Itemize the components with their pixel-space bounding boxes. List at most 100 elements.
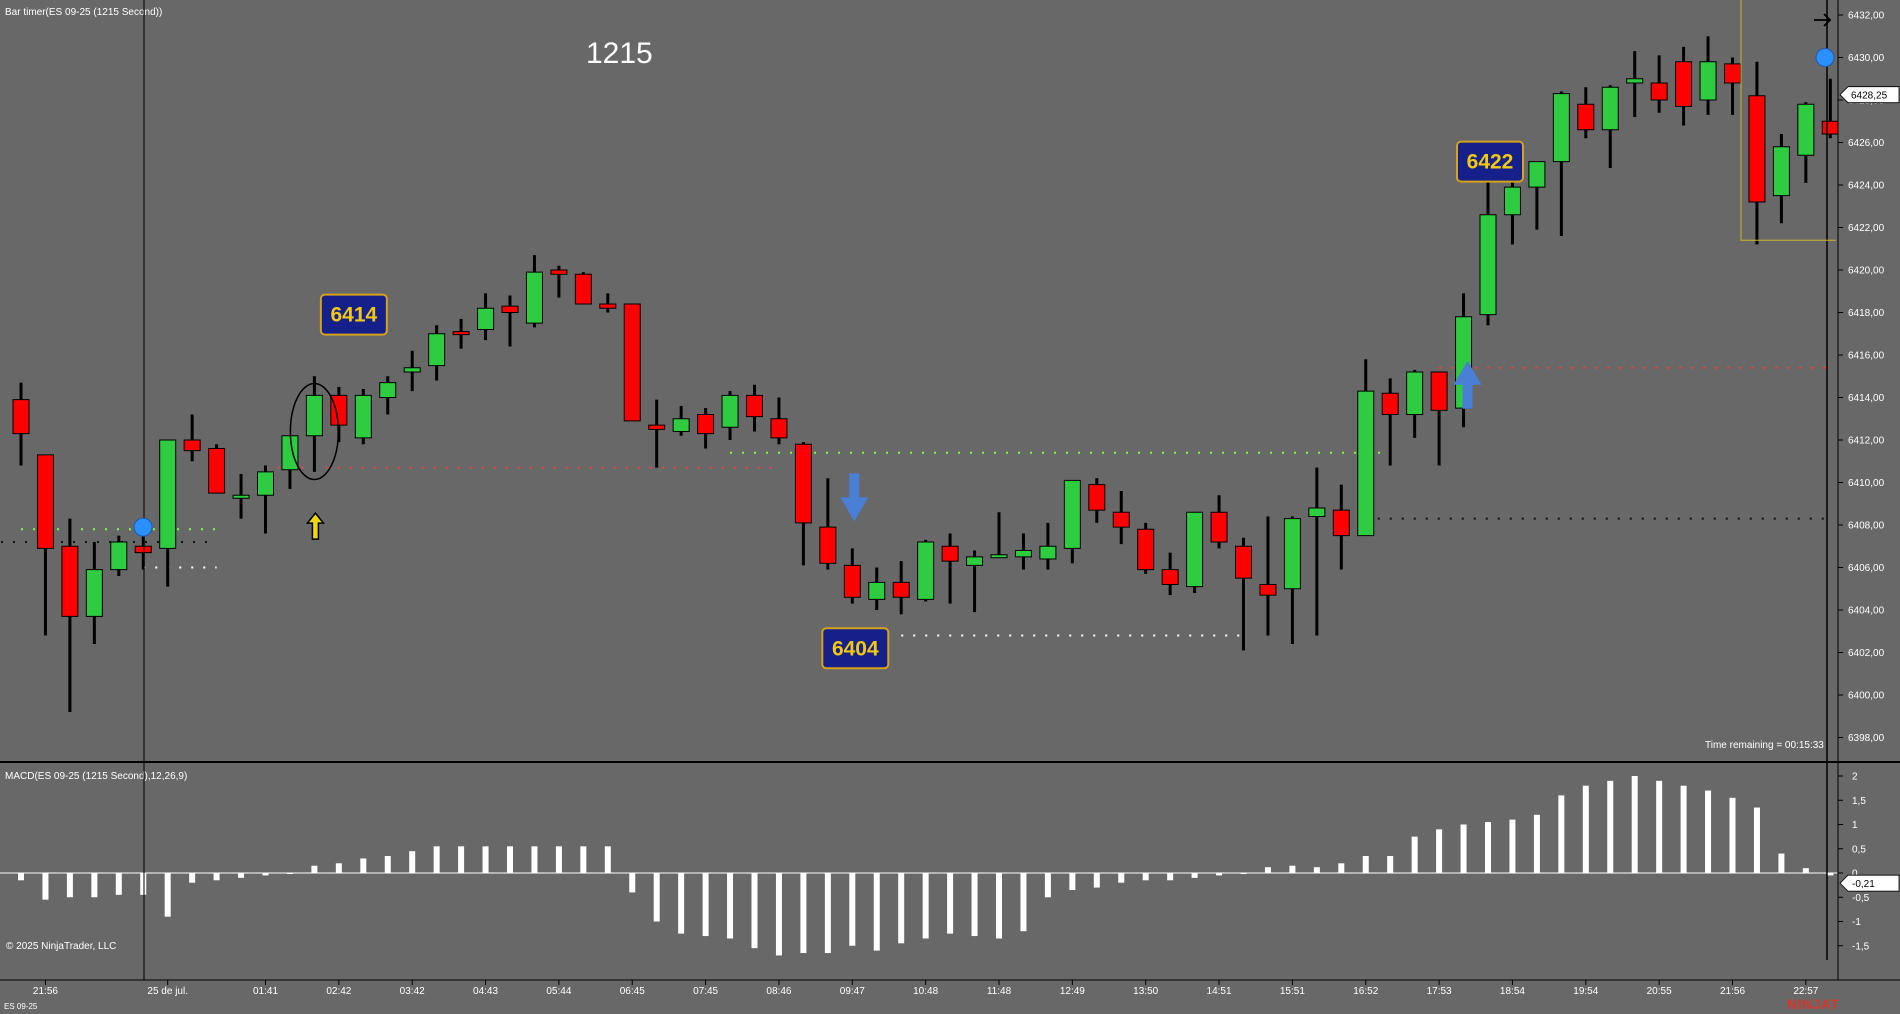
candle-up	[281, 435, 299, 471]
macd-bar	[409, 851, 416, 873]
annotations-layer: 6414 6404 6422	[133, 0, 1836, 670]
candle-down	[697, 414, 715, 435]
time-tick-label: 25 de jul.	[147, 986, 188, 997]
price-callout-box	[1456, 140, 1524, 183]
macd-bar	[311, 865, 318, 873]
macd-bar	[433, 846, 440, 873]
macd-bar	[1069, 873, 1076, 890]
macd-bar	[115, 873, 122, 895]
macd-bar	[1436, 829, 1443, 873]
range-box-outline	[1740, 0, 1836, 241]
blue-down-arrow-icon	[840, 473, 869, 522]
candle-up	[1063, 479, 1081, 549]
macd-bar	[384, 856, 391, 873]
candle-up	[672, 418, 690, 432]
macd-bar	[458, 846, 465, 873]
time-tick-label: 19:54	[1573, 986, 1598, 997]
time-tick-label: 22:57	[1793, 986, 1818, 997]
time-tick-label: 06:45	[620, 986, 645, 997]
macd-tick-label: 1	[1852, 820, 1858, 831]
macd-bar	[824, 873, 831, 954]
price-tick-label: 6420,00	[1848, 266, 1885, 277]
price-tick-label: 6408,00	[1848, 521, 1885, 532]
candle-down	[61, 545, 79, 617]
candle-down	[892, 581, 910, 598]
candle-down	[1430, 371, 1448, 411]
candle-down	[1161, 569, 1179, 585]
macd-bar	[1827, 873, 1834, 876]
macd-bar	[898, 873, 905, 944]
session-dot-icon	[1815, 48, 1835, 67]
macd-tick-label: 0,5	[1852, 844, 1866, 855]
price-tick-label: 6424,00	[1848, 181, 1885, 192]
time-tick-label: 18:54	[1500, 986, 1525, 997]
price-tick-label: 6414,00	[1848, 393, 1885, 404]
candle-down	[843, 564, 861, 598]
macd-bar	[629, 873, 636, 893]
candle-down	[574, 273, 592, 305]
macd-bar	[1093, 873, 1100, 888]
candle-up	[1479, 214, 1497, 316]
candle-down	[599, 303, 617, 309]
macd-bar	[775, 873, 782, 956]
macd-tick-label: 0	[1852, 869, 1858, 880]
candle-up	[1528, 161, 1546, 188]
candle-up	[990, 554, 1008, 559]
macd-bar	[1167, 873, 1174, 881]
time-tick-label: 15:51	[1280, 986, 1305, 997]
macd-bar	[1753, 807, 1760, 873]
macd-tick-label: 2	[1852, 772, 1858, 783]
time-tick-label: 11:48	[987, 986, 1012, 997]
macd-bar	[1387, 856, 1394, 873]
time-tick-label: 05:44	[546, 986, 571, 997]
macd-bar	[1216, 873, 1223, 876]
macd-bar	[1705, 790, 1712, 873]
price-tick-label: 6416,00	[1848, 351, 1885, 362]
candle-up	[85, 569, 103, 617]
candle-down	[1235, 545, 1252, 579]
candle-down	[623, 303, 641, 422]
period-label: 1215	[586, 37, 653, 70]
macd-bar	[1020, 873, 1027, 932]
macd-bar	[1362, 856, 1369, 873]
macd-bar	[1729, 797, 1736, 873]
time-tick-label: 21:56	[33, 986, 58, 997]
candle-up	[428, 333, 446, 367]
candle-up	[1626, 78, 1644, 84]
macd-bar	[1778, 853, 1785, 873]
candle-down	[1675, 61, 1693, 107]
macd-bar	[873, 873, 880, 951]
candle-up	[1797, 103, 1815, 156]
macd-bar	[1313, 867, 1320, 873]
price-callout-box	[821, 627, 890, 670]
candle-up	[305, 394, 323, 437]
level-lines	[1, 366, 1831, 637]
candle-down	[1381, 392, 1399, 415]
candle-down	[1821, 120, 1839, 135]
macd-bar	[1191, 873, 1198, 878]
candle-down	[1210, 511, 1228, 543]
candle-up	[868, 581, 886, 600]
time-tick-label: 21:56	[1720, 986, 1745, 997]
macd-bar	[140, 873, 147, 895]
candle-down	[941, 545, 959, 562]
candle-up	[1283, 518, 1301, 590]
macd-layer	[0, 776, 1858, 956]
macd-bar	[262, 873, 269, 876]
macd-bar	[164, 873, 171, 917]
macd-current-label: -0,21	[1852, 879, 1875, 890]
candle-up	[1406, 371, 1424, 415]
macd-bar	[189, 873, 196, 883]
candle-up	[917, 541, 935, 600]
time-tick-label: 20:55	[1647, 986, 1672, 997]
price-tick-label: 6422,00	[1848, 223, 1885, 234]
candle-down	[1259, 584, 1277, 596]
macd-bar	[555, 846, 562, 873]
last-price-label: 6428,25	[1851, 91, 1888, 102]
copyright-label: © 2025 NinjaTrader, LLC	[6, 941, 116, 952]
time-tick-label: 10:48	[913, 986, 938, 997]
candle-up	[1014, 550, 1032, 558]
arrow-right-icon	[1814, 13, 1832, 27]
